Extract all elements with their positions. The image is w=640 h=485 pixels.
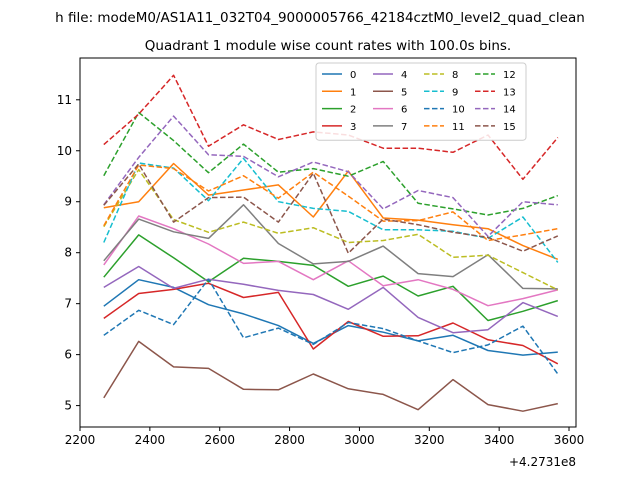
series-line-12 xyxy=(103,111,559,216)
series-line-3 xyxy=(103,282,559,365)
legend-label: 6 xyxy=(401,105,407,116)
series-line-4 xyxy=(103,265,559,334)
legend-label: 11 xyxy=(452,122,465,133)
legend-label: 8 xyxy=(452,70,458,81)
figure-suptitle: h file: modeM0/AS1A11_032T04_9000005766_… xyxy=(55,10,585,26)
series-line-5 xyxy=(103,340,558,412)
series-line-8 xyxy=(103,168,559,291)
legend-label: 10 xyxy=(452,105,465,116)
series-line-14 xyxy=(103,115,558,238)
plot-area xyxy=(79,57,577,428)
x-axis-offset-label: +4.2731e8 xyxy=(509,455,576,469)
x-tick-label: 3000 xyxy=(344,433,375,447)
legend-label: 0 xyxy=(350,70,356,81)
x-tick-label: 2800 xyxy=(274,433,305,447)
axes-frame xyxy=(79,57,577,428)
y-tick-label: 6 xyxy=(64,348,72,362)
x-axis: 2200 2400 2600 2800 3000 3200 3400 3600 xyxy=(65,427,585,447)
x-tick-label: 3200 xyxy=(414,433,445,447)
series-line-10 xyxy=(103,278,559,375)
series-line-1 xyxy=(103,162,559,260)
y-tick-label: 10 xyxy=(57,144,72,158)
y-tick-label: 8 xyxy=(64,246,72,260)
series-line-7 xyxy=(103,204,558,290)
legend-label: 12 xyxy=(503,70,516,81)
legend-label: 2 xyxy=(350,105,356,116)
series-line-11 xyxy=(103,164,558,242)
chart-title: Quadrant 1 module wise count rates with … xyxy=(145,38,511,54)
y-tick-label: 11 xyxy=(57,93,72,107)
legend-box xyxy=(315,62,527,141)
series-line-2 xyxy=(103,234,559,322)
y-tick-label: 7 xyxy=(64,297,72,311)
legend-label: 5 xyxy=(401,87,407,98)
legend-label: 14 xyxy=(503,105,516,116)
legend-label: 3 xyxy=(350,122,356,133)
legend-label: 9 xyxy=(452,87,458,98)
x-tick-label: 2200 xyxy=(65,433,96,447)
y-axis: 5 6 7 8 9 10 11 xyxy=(57,93,80,413)
legend-label: 1 xyxy=(350,87,356,98)
x-tick-label: 2600 xyxy=(204,433,235,447)
y-tick-label: 5 xyxy=(64,399,72,413)
y-tick-label: 9 xyxy=(64,195,72,209)
x-tick-label: 3400 xyxy=(484,433,515,447)
legend-label: 13 xyxy=(503,87,516,98)
series-line-6 xyxy=(103,215,558,307)
x-tick-label: 3600 xyxy=(554,433,585,447)
legend-label: 15 xyxy=(503,122,516,133)
legend-label: 7 xyxy=(401,122,407,133)
series-line-9 xyxy=(103,157,559,263)
series-line-15 xyxy=(103,163,559,254)
legend-label: 4 xyxy=(401,70,407,81)
x-tick-label: 2400 xyxy=(135,433,166,447)
